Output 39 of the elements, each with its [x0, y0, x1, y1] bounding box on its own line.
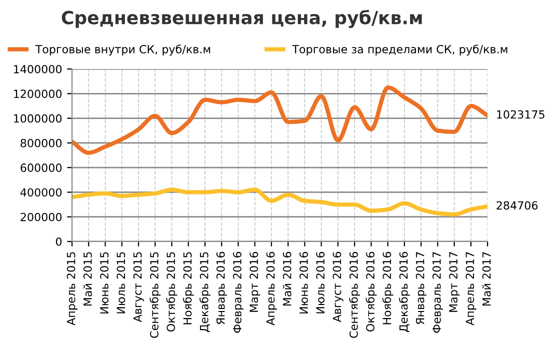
data-label: 284706 — [496, 201, 538, 210]
x-tick-label: Октябрь 2015 — [166, 252, 178, 332]
x-tick-label: Март 2017 — [449, 252, 460, 312]
y-tick-label: 200000 — [20, 212, 62, 222]
y-tick-label: 800000 — [20, 138, 62, 148]
x-tick-label: Июнь 2015 — [100, 252, 108, 314]
x-tick-label: Декабрь 2016 — [398, 252, 410, 332]
x-tick-label: Апрель 2015 — [66, 252, 78, 326]
x-tick-label: Июль 2016 — [316, 252, 325, 314]
x-tick-label: Май 2015 — [83, 252, 92, 306]
x-tick-label: Июнь 2016 — [300, 252, 308, 314]
y-tick-label: 0 — [56, 237, 62, 246]
x-tick-label: Сентябрь 2015 — [150, 252, 161, 338]
x-tick-label: Март 2016 — [250, 252, 260, 312]
x-tick-label: Ноябрь 2015 — [182, 252, 194, 324]
x-tick-label: Август 2016 — [332, 252, 344, 322]
y-tick-label: 1400000 — [14, 64, 62, 74]
y-tick-label: 1000000 — [14, 114, 62, 123]
x-tick-label: Декабрь 2015 — [200, 252, 210, 332]
x-tick-label: Сентябрь 2016 — [349, 252, 360, 338]
x-tick-label: Июль 2015 — [116, 252, 126, 314]
y-tick-label: 400000 — [20, 188, 62, 197]
x-tick-label: Октябрь 2016 — [366, 252, 377, 332]
x-tick-label: Февраль 2017 — [432, 252, 444, 333]
x-tick-label: Ноябрь 2016 — [382, 252, 394, 324]
legend-label: Торговые за пределами СК, руб/кв.м — [292, 44, 508, 56]
x-tick-label: Январь 2016 — [216, 252, 227, 324]
x-tick-label: Август 2015 — [133, 252, 144, 322]
y-tick-label: 600000 — [20, 164, 62, 172]
x-tick-label: Апрель 2016 — [266, 252, 277, 326]
data-label: 1023175 — [497, 110, 544, 119]
y-tick-label: 1200000 — [14, 90, 62, 98]
chart-title: Средневзвешенная цена, руб/кв.м — [62, 10, 422, 28]
x-tick-label: Май 2016 — [282, 252, 292, 306]
x-tick-label: Май 2017 — [482, 252, 491, 306]
legend-label: Торговые внутри СК, руб/кв.м — [35, 44, 210, 56]
x-tick-label: Февраль 2016 — [233, 252, 244, 333]
x-tick-label: Апрель 2017 — [466, 252, 476, 326]
x-tick-label: Январь 2017 — [416, 252, 426, 324]
